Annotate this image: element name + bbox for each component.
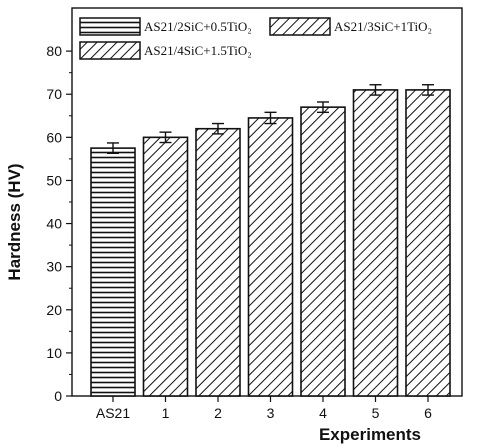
legend-swatch bbox=[79, 17, 141, 36]
bar-as21 bbox=[90, 147, 136, 397]
y-tick-label: 20 bbox=[46, 302, 62, 318]
legend-label: AS21/4SiC+1.5TiO₂ bbox=[144, 43, 252, 58]
bar-3 bbox=[247, 117, 294, 397]
bars bbox=[90, 84, 451, 397]
legend-label: AS21/2SiC+0.5TiO₂ bbox=[144, 19, 252, 34]
x-axis-title: Experiments bbox=[319, 425, 421, 444]
x-tick-label: 6 bbox=[424, 405, 432, 421]
y-tick-label: 80 bbox=[46, 43, 62, 59]
legend: AS21/2SiC+0.5TiO₂ AS21/3SiC+1TiO₂ AS21/4Si… bbox=[79, 17, 432, 60]
axes: 0 10 20 30 40 50 60 70 80 AS21 1 2 3 4 5 6 bbox=[46, 43, 432, 421]
bar-1 bbox=[142, 136, 189, 397]
y-tick-label: 0 bbox=[54, 388, 62, 404]
bar-4 bbox=[300, 106, 346, 397]
x-tick-label: 1 bbox=[162, 405, 170, 421]
bar-6 bbox=[405, 89, 451, 397]
bar-5 bbox=[352, 89, 399, 397]
y-tick-label: 70 bbox=[46, 86, 62, 102]
legend-label: AS21/3SiC+1TiO₂ bbox=[334, 19, 432, 34]
legend-swatch bbox=[79, 41, 141, 60]
x-tick-label: 2 bbox=[214, 405, 222, 421]
y-tick-label: 30 bbox=[46, 259, 62, 275]
y-tick-label: 40 bbox=[46, 216, 62, 232]
x-tick-label: 4 bbox=[319, 405, 327, 421]
y-tick-label: 60 bbox=[46, 129, 62, 145]
x-tick-label: 5 bbox=[372, 405, 380, 421]
y-tick-label: 50 bbox=[46, 172, 62, 188]
x-tick-label: AS21 bbox=[96, 405, 130, 421]
y-axis-title: Hardness (HV) bbox=[5, 163, 24, 280]
bar-2 bbox=[195, 127, 241, 397]
x-tick-label: 3 bbox=[267, 405, 275, 421]
legend-swatch bbox=[269, 17, 331, 36]
y-tick-label: 10 bbox=[46, 345, 62, 361]
